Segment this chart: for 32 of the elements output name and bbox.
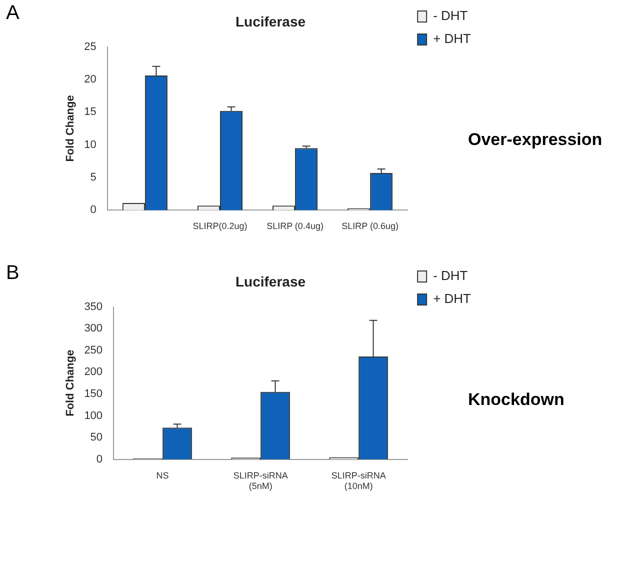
y-tick-label: 15: [84, 106, 96, 118]
legend-label: + DHT: [433, 291, 472, 306]
legend-label: - DHT: [433, 268, 468, 284]
y-tick-label: 150: [84, 388, 103, 400]
chart-title: Luciferase: [235, 273, 306, 290]
y-tick-label: 5: [90, 172, 96, 184]
y-tick-label: 350: [84, 300, 103, 313]
y-tick-label: 250: [84, 344, 103, 356]
text: Over-expression: [468, 130, 602, 150]
x-tick-label: SLIRP (0.4ug): [266, 221, 324, 232]
y-tick-label: 25: [84, 40, 96, 53]
y-tick-label: 0: [96, 453, 103, 466]
legend-label: + DHT: [433, 31, 472, 46]
y-tick-label: 0: [90, 204, 96, 216]
text: B: [6, 262, 20, 285]
y-tick-label: 100: [84, 410, 103, 422]
x-tick-label: SLIRP(0.2ug): [192, 221, 248, 232]
x-tick-label: SLIRP (0.6ug): [342, 221, 398, 232]
text: Knockdown: [468, 390, 564, 410]
y-tick-label: 300: [84, 322, 103, 335]
y-tick-label: 20: [84, 74, 96, 86]
text: A: [6, 2, 20, 25]
y-tick-label: 200: [84, 366, 103, 378]
y-axis-title: Fold Change: [64, 350, 77, 416]
y-tick-label: 50: [90, 432, 103, 444]
x-tick-label: SLIRP-siRNA (10nM): [331, 470, 386, 492]
y-tick-label: 10: [84, 138, 96, 151]
y-axis-title: Fold Change: [64, 95, 77, 162]
x-tick-label: SLIRP-siRNA (5nM): [233, 470, 288, 492]
x-tick-label: NS: [156, 470, 169, 480]
legend-label: - DHT: [433, 8, 468, 24]
chart-title: Luciferase: [235, 13, 306, 30]
